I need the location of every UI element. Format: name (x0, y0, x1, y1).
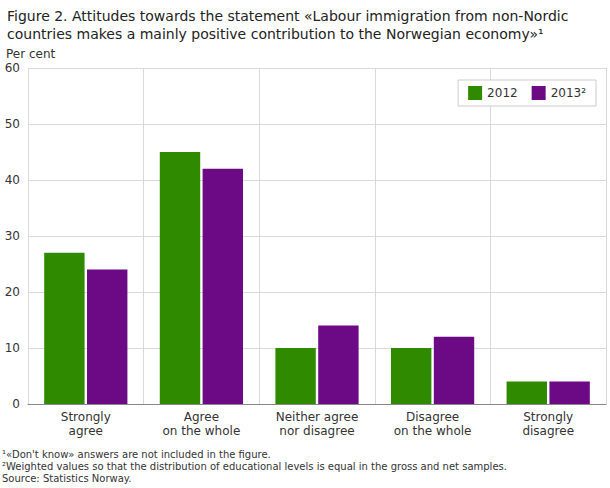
svg-text:on the whole: on the whole (163, 424, 241, 438)
svg-text:Disagree: Disagree (406, 410, 459, 424)
svg-text:agree: agree (69, 424, 103, 438)
svg-text:Strongly: Strongly (61, 410, 111, 424)
svg-text:2012: 2012 (487, 86, 518, 100)
svg-text:Neither agree: Neither agree (276, 410, 359, 424)
svg-text:countries makes a mainly posit: countries makes a mainly positive contri… (7, 26, 544, 42)
svg-text:disagree: disagree (522, 424, 574, 438)
svg-text:Source: Statistics Norway.: Source: Statistics Norway. (2, 473, 131, 484)
svg-text:10: 10 (5, 341, 20, 355)
svg-text:nor disagree: nor disagree (279, 424, 354, 438)
svg-text:¹«Don't know» answers are not: ¹«Don't know» answers are not included i… (2, 449, 271, 460)
svg-text:20: 20 (5, 285, 20, 299)
svg-text:on the whole: on the whole (394, 424, 472, 438)
svg-text:50: 50 (5, 117, 20, 131)
svg-text:Per cent: Per cent (6, 47, 56, 61)
svg-text:0: 0 (12, 397, 20, 411)
svg-text:Figure 2. Attitudes towards th: Figure 2. Attitudes towards the statemen… (7, 8, 573, 24)
svg-text:²Weighted values so that the d: ²Weighted values so that the distributio… (2, 461, 507, 472)
svg-text:Agree: Agree (184, 410, 219, 424)
svg-text:60: 60 (5, 61, 20, 75)
svg-text:2013²: 2013² (551, 86, 587, 100)
svg-text:30: 30 (5, 229, 20, 243)
svg-text:40: 40 (5, 173, 20, 187)
svg-text:Strongly: Strongly (523, 410, 573, 424)
